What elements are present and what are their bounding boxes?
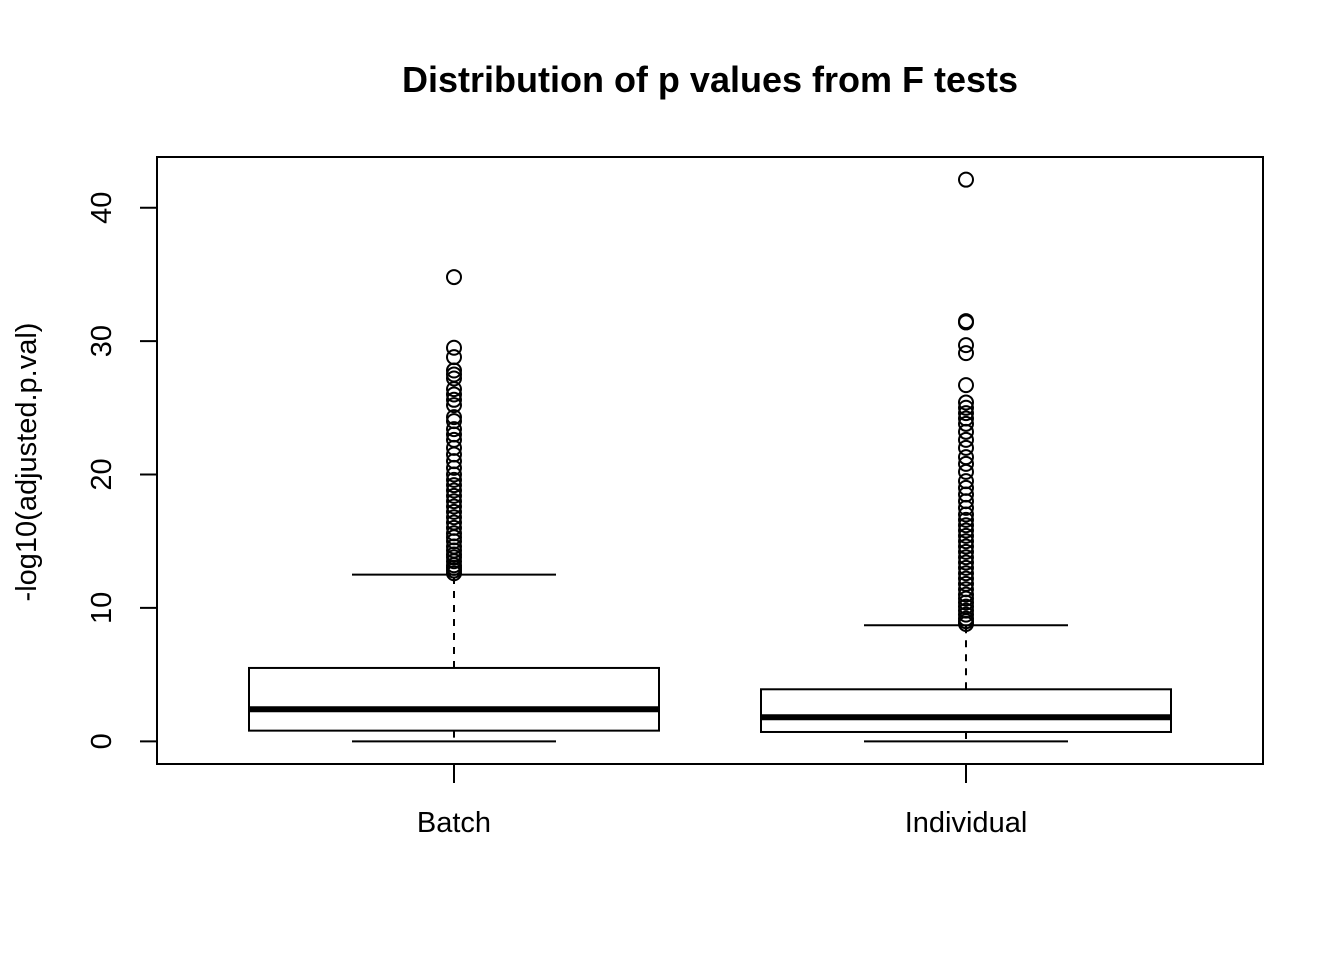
outlier-point (958, 575, 974, 592)
outlier-point (958, 533, 974, 550)
y-tick-label: 10 (86, 592, 118, 624)
outlier-point (958, 473, 974, 490)
outlier-point (446, 370, 462, 387)
outlier-point (958, 570, 974, 587)
iqr-box (760, 688, 1172, 733)
outlier-point (958, 449, 974, 466)
outlier-point (446, 493, 462, 510)
y-axis-label: -log10(adjusted.p.val) (11, 323, 43, 602)
outlier-point (446, 391, 462, 408)
box-batch (248, 269, 660, 743)
outlier-point (958, 610, 974, 627)
outlier-point (958, 554, 974, 571)
outlier-point (446, 503, 462, 520)
outlier-point (446, 409, 462, 426)
outlier-point (446, 421, 462, 438)
outlier-point (958, 598, 974, 615)
outlier-point (958, 455, 974, 472)
outlier-point (446, 498, 462, 515)
outlier-point (958, 602, 974, 619)
outlier-point (958, 559, 974, 576)
x-tick-label: Batch (417, 807, 491, 839)
outlier-point (958, 337, 974, 354)
outlier-point (958, 313, 974, 330)
y-tick-label: 0 (86, 733, 118, 749)
outlier-point (446, 477, 462, 494)
outlier-point (446, 487, 462, 504)
outlier-point (958, 423, 974, 440)
outlier-point (446, 514, 462, 531)
outlier-point (446, 431, 462, 448)
outlier-point (958, 439, 974, 456)
y-tick-label: 40 (86, 192, 118, 224)
y-axis: 0 10 20 30 40 (86, 192, 158, 749)
outlier-point (958, 394, 974, 411)
box-individual (760, 171, 1172, 743)
outlier-point (958, 522, 974, 539)
outlier-point (958, 405, 974, 422)
outlier-point (446, 349, 462, 366)
outlier-point (446, 519, 462, 536)
x-axis: Batch Individual (417, 764, 1027, 839)
outlier-point (446, 397, 462, 414)
outlier-point (446, 509, 462, 526)
x-tick-label: Individual (905, 807, 1028, 839)
outlier-point (958, 517, 974, 534)
y-tick-label: 20 (86, 458, 118, 490)
outlier-point (958, 410, 974, 427)
outlier-point (446, 269, 462, 286)
outlier-point (446, 471, 462, 488)
outlier-point (958, 549, 974, 566)
outlier-point (958, 345, 974, 362)
outlier-point (958, 463, 974, 480)
outlier-point (958, 538, 974, 555)
outlier-point (958, 479, 974, 496)
outlier-point (958, 431, 974, 448)
outlier-point (446, 339, 462, 356)
outlier-point (958, 399, 974, 416)
iqr-box (248, 666, 660, 732)
outlier-point (958, 171, 974, 188)
outlier-point (958, 606, 974, 623)
outlier-point (446, 525, 462, 542)
boxes-layer (248, 171, 1172, 743)
chart-title: Distribution of p values from F tests (402, 59, 1018, 100)
outlier-point (958, 565, 974, 582)
outlier-point (958, 586, 974, 603)
outlier-point (446, 386, 462, 403)
outlier-point (446, 482, 462, 499)
outlier-point (958, 511, 974, 528)
outlier-point (958, 581, 974, 598)
outlier-point (958, 415, 974, 432)
outlier-point (446, 366, 462, 383)
outlier-point (958, 543, 974, 560)
outlier-point (958, 377, 974, 394)
outlier-point (958, 527, 974, 544)
y-tick-label: 30 (86, 325, 118, 357)
outlier-point (446, 413, 462, 430)
